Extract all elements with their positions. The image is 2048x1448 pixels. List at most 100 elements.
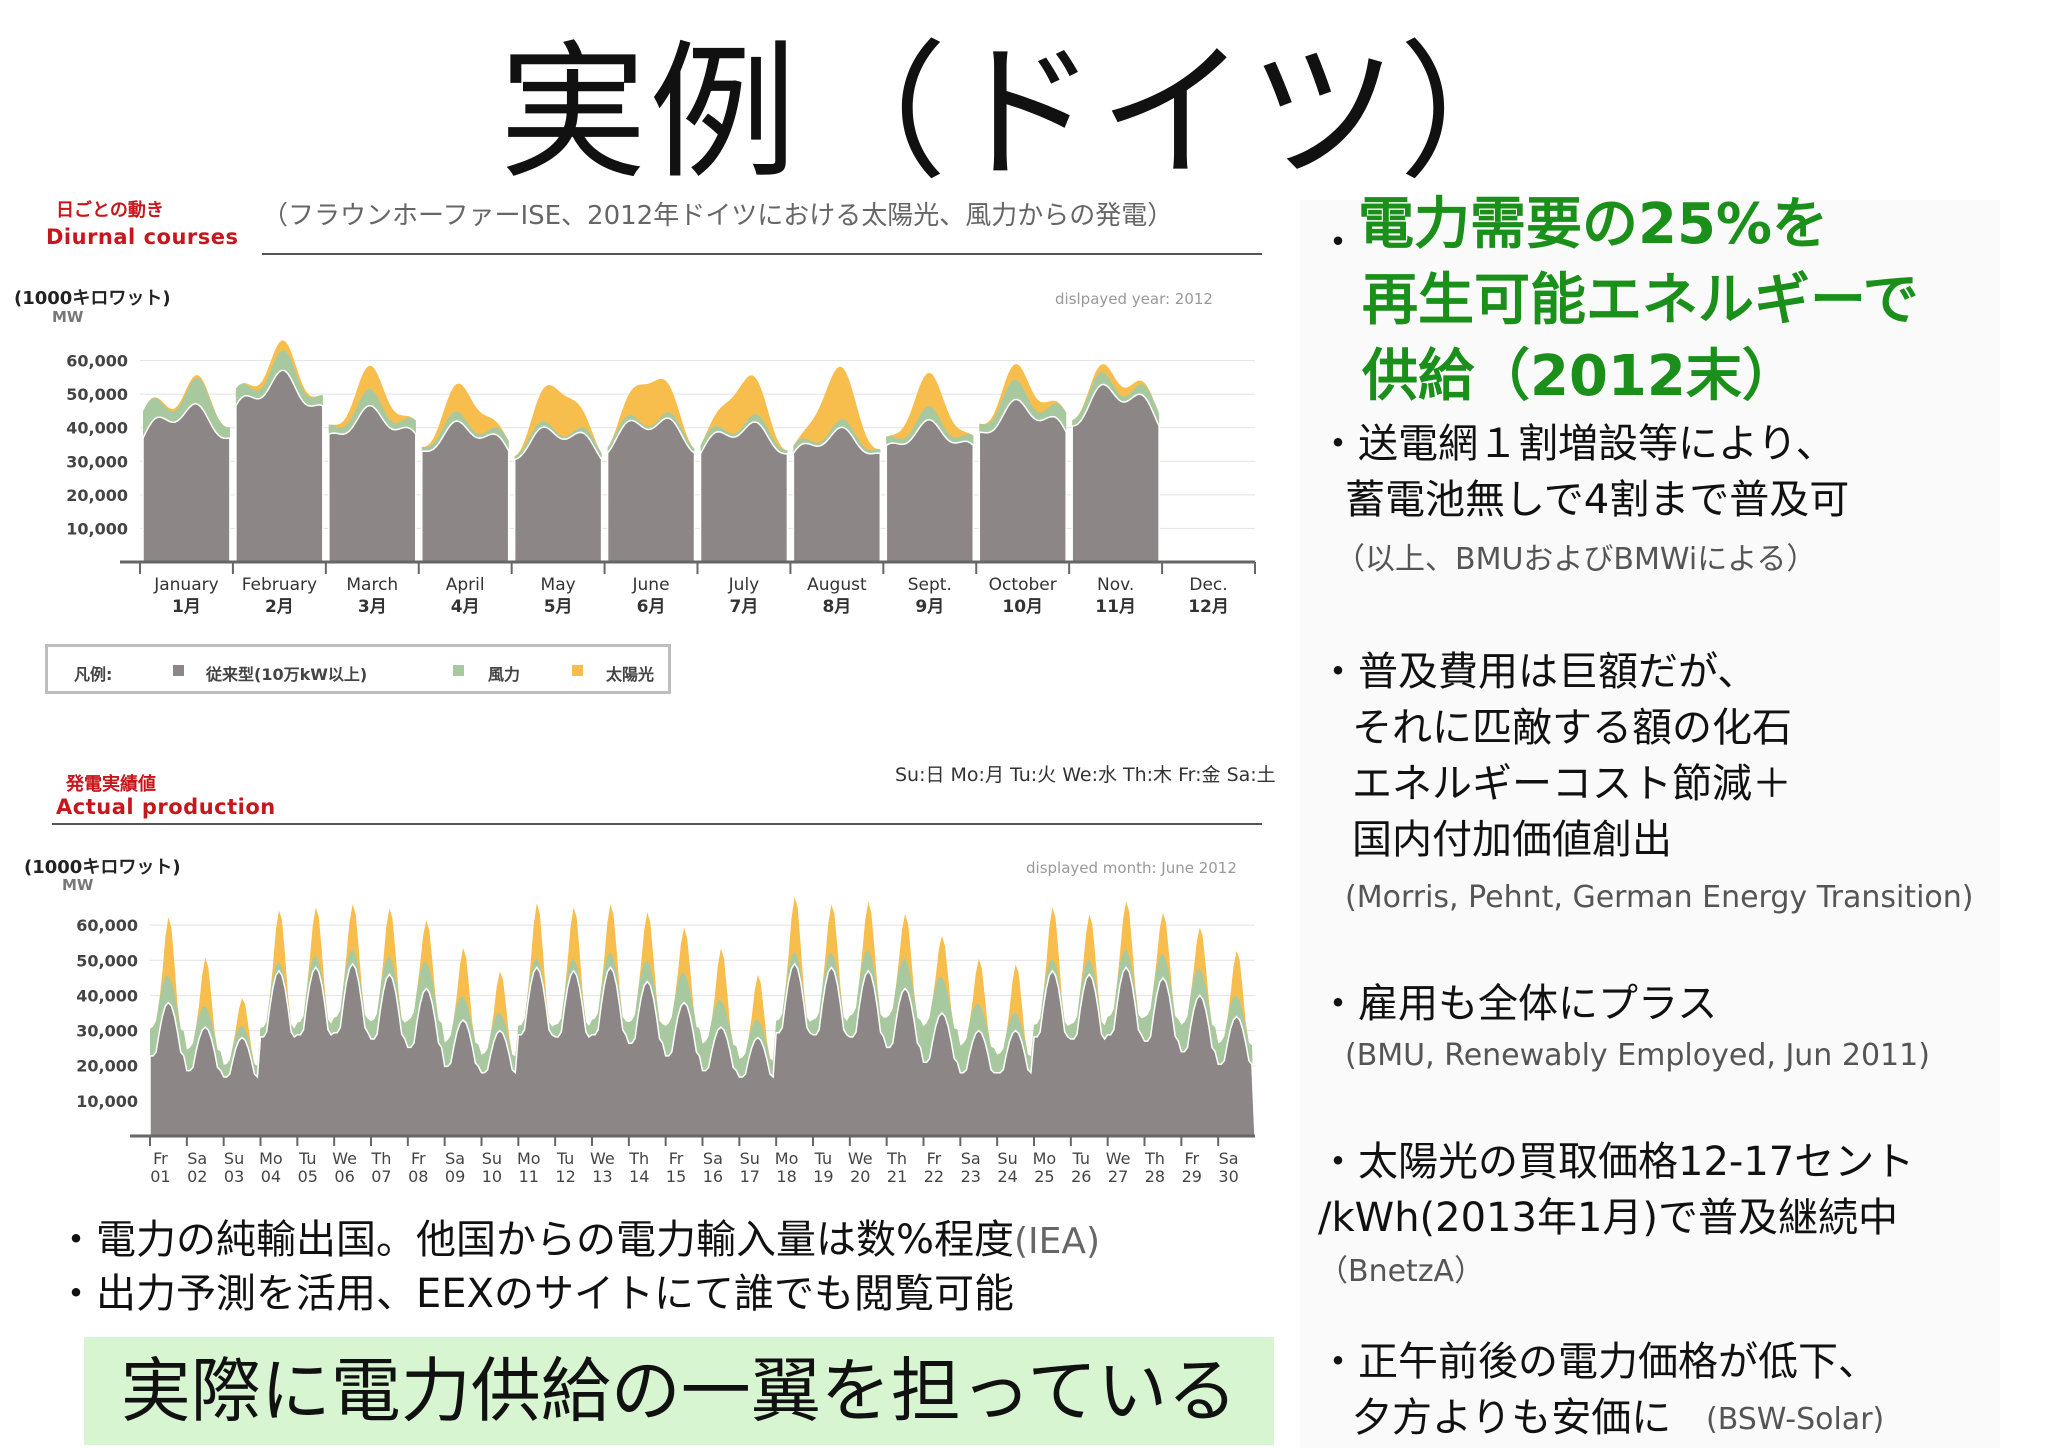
x-tick-label-day: Tu — [556, 1149, 574, 1168]
top-chart-label-en: Diurnal courses — [46, 225, 239, 249]
daily-area-conventional — [149, 962, 1256, 1137]
x-tick-label-date: 05 — [298, 1167, 318, 1186]
x-tick-label-month: March — [346, 575, 398, 595]
x-tick-label-date: 07 — [371, 1167, 391, 1186]
x-tick-label-date: 12 — [555, 1167, 575, 1186]
x-tick-label-day: We — [332, 1149, 357, 1168]
x-tick-label-date: 22 — [924, 1167, 944, 1186]
legend-label-wind: 風力 — [488, 665, 521, 684]
x-tick-label-month: Sept. — [908, 575, 952, 595]
x-tick-label-month: October — [989, 575, 1057, 595]
x-tick-label-month: Nov. — [1097, 575, 1134, 595]
x-tick-label-day: Sa — [445, 1149, 465, 1168]
month-area-conventional — [699, 421, 789, 563]
y-tick-label: 40,000 — [66, 419, 128, 438]
x-tick-label-date: 15 — [666, 1167, 686, 1186]
x-tick-label-month-jp: 8月 — [822, 597, 851, 617]
top-chart: 60,000 50,000 40,000 30,000 20,000 10,000 Janu… — [66, 340, 1256, 617]
legend-label-solar: 太陽光 — [606, 665, 655, 684]
bottom-chart-unit: (1000キロワット) — [24, 857, 181, 878]
legend-title: 凡例: — [74, 665, 113, 684]
top-chart-unit: (1000キロワット) — [14, 288, 171, 309]
x-tick-label-date: 23 — [961, 1167, 981, 1186]
x-tick-label-date: 08 — [408, 1167, 428, 1186]
point-2-cite: (Morris, Pehnt, German Energy Transition… — [1345, 880, 1974, 915]
conclusion-banner: 実際に電力供給の一翼を担っている — [84, 1337, 1274, 1445]
point-4-line-2: /kWh(2013年1月)で普及継続中 — [1318, 1195, 1898, 1241]
point-3-cite: (BMU, Renewably Employed, Jun 2011) — [1345, 1038, 1930, 1073]
month-area-conventional — [792, 426, 882, 563]
legend-swatch-conventional — [173, 665, 184, 676]
month-area-conventional — [885, 418, 975, 563]
point-1-line-1: ・送電網１割増設等により、 — [1318, 421, 1836, 467]
month-area-conventional — [513, 426, 603, 563]
bottom-chart: 60,00050,00040,00030,00020,00010,000Fr01… — [76, 896, 1256, 1186]
x-tick-label-month-jp: 6月 — [637, 597, 666, 617]
headline: ・電力需要の25%を — [1318, 188, 1828, 268]
bottom-bullet-1-text: ・電力の純輸出国。他国からの電力輸入量は数%程度 — [56, 1217, 1015, 1263]
x-tick-label-date: 03 — [224, 1167, 244, 1186]
x-tick-label-date: 04 — [261, 1167, 281, 1186]
x-tick-label-day: We — [1106, 1149, 1131, 1168]
point-2-line-3: エネルギーコスト節減＋ — [1352, 761, 1792, 807]
x-tick-label-month-jp: 5月 — [544, 597, 573, 617]
month-area-conventional — [235, 369, 324, 563]
x-tick-label-day: Su — [482, 1149, 502, 1168]
y-tick-label: 30,000 — [66, 452, 128, 471]
x-tick-label-day: Sa — [703, 1149, 723, 1168]
bottom-bullet-1: ・電力の純輸出国。他国からの電力輸入量は数%程度(IEA) — [56, 1212, 1100, 1270]
x-tick-label-month: August — [807, 575, 867, 595]
point-4-cite: （BnetzA） — [1318, 1254, 1485, 1289]
legend-swatch-wind — [453, 665, 464, 676]
x-tick-label-day: We — [848, 1149, 873, 1168]
x-tick-label-month: June — [632, 575, 670, 595]
x-tick-label-day: Mo — [517, 1149, 541, 1168]
x-tick-label-day: Tu — [814, 1149, 832, 1168]
x-tick-label-day: Sa — [961, 1149, 981, 1168]
headline-line-1: 電力需要の25%を — [1358, 192, 1829, 257]
x-tick-label-month-jp: 10月 — [1002, 597, 1043, 617]
point-5-line-1: ・正午前後の電力価格が低下、 — [1318, 1339, 1878, 1385]
y-tick-label: 20,000 — [76, 1057, 138, 1076]
bottom-chart-label-en: Actual production — [56, 795, 276, 819]
month-area-conventional — [420, 420, 510, 563]
top-chart-caption: （フラウンホーファーISE、2012年ドイツにおける太陽光、風力からの発電） — [262, 201, 1174, 231]
point-5-line-2: 夕方よりも安価に — [1352, 1395, 1672, 1441]
x-tick-label-day: Tu — [1072, 1149, 1090, 1168]
x-tick-label-date: 13 — [592, 1167, 612, 1186]
bottom-chart-label-jp: 発電実績値 — [66, 774, 156, 795]
x-tick-label-date: 11 — [519, 1167, 539, 1186]
x-tick-label-date: 09 — [445, 1167, 465, 1186]
x-tick-label-day: Sa — [187, 1149, 207, 1168]
bottom-chart-unit-mw: MW — [62, 876, 94, 894]
point-4-line-1: ・太陽光の買取価格12-17セント — [1318, 1139, 1915, 1185]
x-tick-label-day: Fr — [1184, 1149, 1199, 1168]
x-tick-label-date: 21 — [887, 1167, 907, 1186]
x-tick-label-month-jp: 9月 — [915, 597, 944, 617]
x-tick-label-month: Dec. — [1189, 575, 1227, 595]
y-tick-label: 20,000 — [66, 486, 128, 505]
point-3-line-1: ・雇用も全体にプラス — [1318, 981, 1718, 1027]
x-tick-label-date: 17 — [740, 1167, 760, 1186]
x-tick-label-day: Su — [740, 1149, 760, 1168]
x-tick-label-month-jp: 3月 — [358, 597, 387, 617]
x-tick-label-day: Th — [628, 1149, 649, 1168]
page-title: 実例（ドイツ） — [499, 27, 1549, 199]
x-tick-label-date: 29 — [1182, 1167, 1202, 1186]
y-tick-label: 40,000 — [76, 986, 138, 1005]
x-tick-label-date: 10 — [482, 1167, 502, 1186]
legend-swatch-solar — [572, 665, 583, 676]
x-tick-label-month-jp: 7月 — [730, 597, 759, 617]
x-tick-label-day: Mo — [1033, 1149, 1057, 1168]
x-tick-label-day: Su — [997, 1149, 1017, 1168]
top-chart-label-jp: 日ごとの動き — [56, 200, 164, 221]
x-tick-label-day: Th — [370, 1149, 391, 1168]
y-tick-label: 10,000 — [66, 519, 128, 538]
y-tick-label: 50,000 — [66, 385, 128, 404]
x-tick-label-day: We — [590, 1149, 615, 1168]
month-area-conventional — [328, 404, 417, 563]
bottom-bullet-1-cite: (IEA) — [1014, 1221, 1101, 1262]
x-tick-label-date: 01 — [150, 1167, 170, 1186]
bottom-bullet-2: ・出力予測を活用、EEXのサイトにて誰でも閲覧可能 — [56, 1271, 1014, 1317]
x-tick-label-date: 06 — [334, 1167, 354, 1186]
